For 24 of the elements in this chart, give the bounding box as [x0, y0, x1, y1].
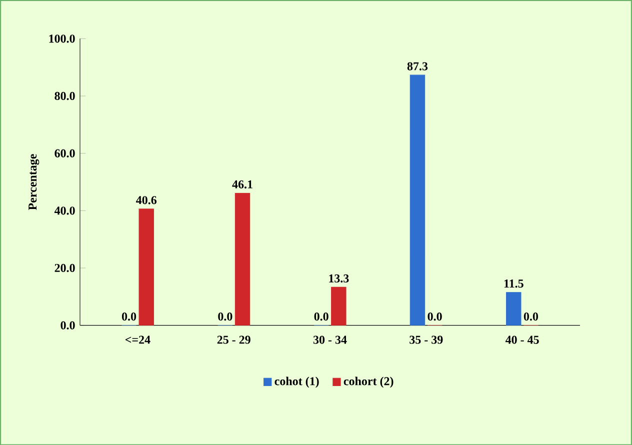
data-label: 0.0	[524, 312, 538, 320]
x-tick-label: 30 - 34	[313, 336, 347, 344]
data-label: 0.0	[314, 312, 328, 320]
y-tick-label: 100.0	[49, 34, 75, 43]
legend-label: cohot (1)	[274, 376, 319, 388]
y-tick-label: 0.0	[60, 321, 75, 330]
data-label: 46.1	[232, 180, 252, 188]
y-tick-label: 80.0	[54, 92, 75, 100]
data-label: 0.0	[122, 312, 136, 320]
y-tick-label: 20.0	[54, 264, 75, 272]
x-tick-label: <=24	[125, 336, 150, 344]
data-label: 87.3	[407, 62, 428, 70]
data-label: 11.5	[504, 279, 524, 288]
data-label: 0.0	[218, 312, 232, 320]
x-tick-label: 40 - 45	[505, 336, 539, 344]
legend-label: cohort (2)	[344, 376, 394, 388]
y-axis-title: Percentage	[28, 154, 40, 210]
x-tick-label: 35 - 39	[410, 336, 443, 344]
x-tick-label: 25 - 29	[217, 336, 250, 344]
data-label: 0.0	[428, 312, 442, 320]
data-label: 40.6	[136, 196, 157, 204]
y-tick-label: 40.0	[54, 206, 75, 215]
data-label: 13.3	[329, 274, 349, 282]
y-tick-label: 60.0	[54, 149, 75, 158]
